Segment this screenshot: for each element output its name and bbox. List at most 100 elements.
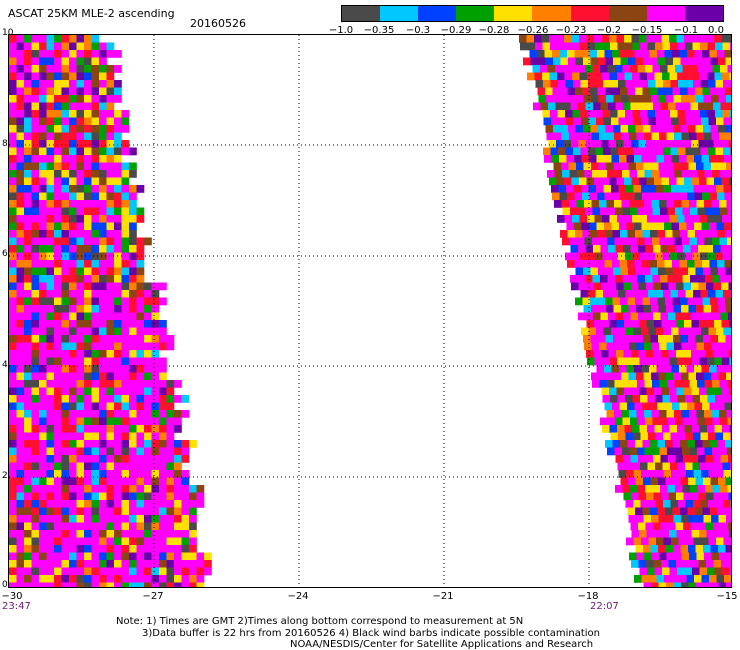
swath-cell [114,297,122,306]
colorbar-swatch-2 [380,6,419,21]
swath-cell [602,42,611,51]
swath-cell [693,537,702,546]
swath-cell [9,560,17,568]
swath-cell [129,455,137,463]
swath-cell [725,440,731,448]
swath-cell [121,522,130,531]
swath-cell [597,192,605,201]
swath-cell [99,215,107,223]
swath-cell [54,267,62,276]
swath-cell [69,567,77,576]
swath-cell [136,440,145,448]
swath-cell [84,147,92,156]
swath-cell [46,297,55,306]
swath-cell [642,50,650,58]
swath-cell [31,470,40,478]
swath-cell [575,267,584,276]
swath-cell [91,95,100,103]
swath-cell [657,402,665,411]
swath-cell [628,125,636,133]
swath-cell [31,567,40,576]
swath-cell [24,125,32,133]
swath-cell [69,537,77,546]
swath-cell [590,267,599,276]
swath-cell [711,410,720,418]
swath-cell [39,290,47,298]
swath-cell [91,305,100,313]
swath-cell [564,177,572,186]
swath-cell [54,222,62,231]
swath-cell [662,395,671,403]
swath-cell [9,305,17,313]
swath-cell [144,305,152,313]
swath-cell [661,560,669,568]
swath-cell [633,500,641,508]
swath-cell [114,507,122,516]
swath-cell [626,222,635,231]
swath-cell [46,522,55,531]
swath-cell [683,245,691,253]
swath-cell [91,560,100,568]
swath-cell [159,447,167,456]
swath-cell [579,72,588,81]
swath-cell [31,432,40,441]
swath-cell [568,125,576,133]
swath-cell [650,545,659,553]
swath-cell [649,192,658,201]
swath-cell [16,447,25,456]
swath-cell [602,425,610,433]
swath-cell [709,155,717,163]
swath-cell [9,470,17,478]
swath-cell [714,530,722,538]
swath-cell [587,215,595,223]
swath-cell [626,155,635,163]
swath-cell [69,380,77,388]
swath-cell [600,65,608,73]
swath-cell [69,350,77,358]
swath-cell [645,245,654,253]
swath-cell [598,305,607,313]
swath-cell [557,42,566,51]
colorbar-swatch-10 [684,6,723,21]
swath-cell [663,537,672,546]
swath-cell [61,507,70,516]
swath-cell [39,462,47,471]
swath-cell [576,200,585,208]
swath-cell [129,515,137,523]
swath-cell [570,102,579,111]
swath-cell [722,42,731,51]
swath-cell [673,335,681,343]
swath-cell [559,192,568,201]
swath-cell [24,140,32,148]
swath-cell [9,237,17,246]
swath-cell [623,245,631,253]
swath-cell [9,552,17,561]
swath-cell [91,132,100,141]
swath-cell [681,200,690,208]
swath-cell [151,327,160,336]
swath-cell [144,402,152,411]
swath-cell [618,80,626,88]
swath-cell [9,395,17,403]
swath-cell [668,140,677,148]
swath-cell [715,252,723,261]
swath-cell [643,305,652,313]
swath-cell [664,192,673,201]
swath-cell [9,320,17,328]
swath-cell [729,357,731,366]
swath-cell [76,455,85,463]
swath-cell [562,207,571,216]
swath-cell [16,455,25,463]
swath-cell [144,545,152,553]
swath-cell [16,72,25,81]
swath-cell [31,545,40,553]
swath-cell [556,177,565,186]
swath-cell [114,560,122,568]
swath-cell [683,350,692,358]
swath-cell [715,42,723,51]
swath-cell [709,402,718,411]
swath-cell [722,395,731,403]
swath-cell [129,462,137,471]
swath-cell [61,177,70,186]
swath-cell [121,185,130,193]
